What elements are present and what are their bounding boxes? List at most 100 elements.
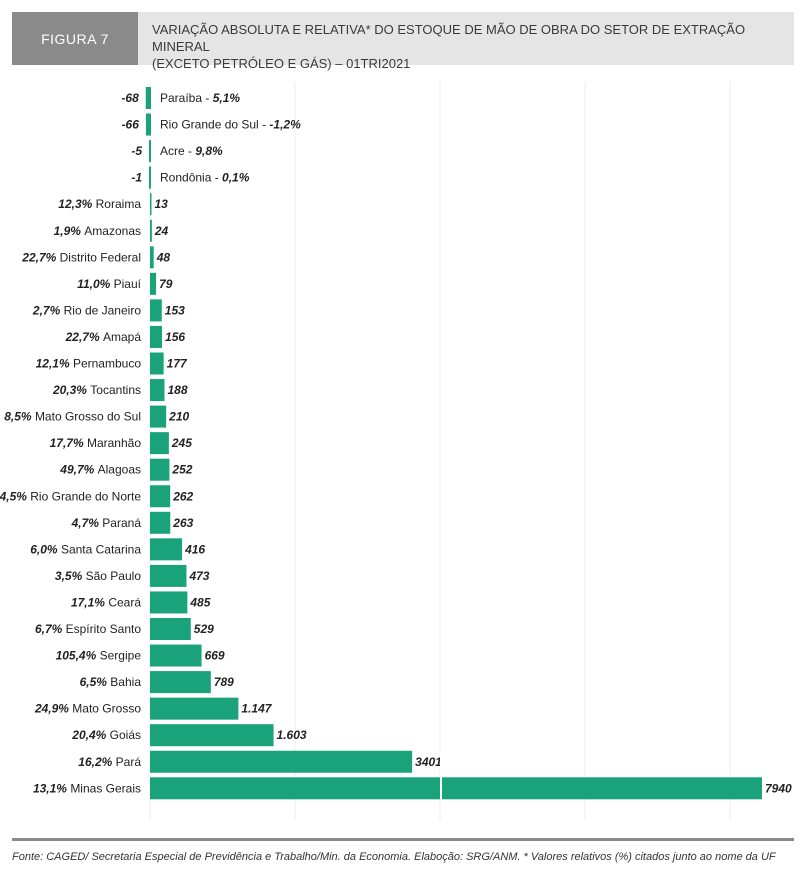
bar-row: 153 2,7% Rio de Janeiro (32, 299, 185, 322)
category-label: 24,9% Mato Grosso (34, 702, 141, 716)
bar (149, 140, 151, 163)
value-label: -1 (131, 171, 142, 185)
bar (150, 219, 152, 242)
bar-row: 416 6,0% Santa Catarina (30, 538, 205, 561)
category-label: 6,5% Bahia (80, 675, 142, 689)
value-label: 529 (194, 622, 214, 636)
state-name: Paraná (102, 516, 141, 530)
bar-row: 263 4,7% Paraná (71, 511, 194, 534)
pct-label: 22,7% (65, 330, 103, 344)
bar-row: 177 12,1% Pernambuco (36, 352, 188, 375)
bar-row: 789 6,5% Bahia (80, 671, 234, 694)
bar-row: -5 Acre - 9,8% (131, 140, 223, 163)
bar (150, 405, 167, 428)
pct-label: 0,1% (222, 171, 250, 185)
category-label: 105,4% Sergipe (56, 649, 142, 663)
category-label: 12,3% Roraima (58, 197, 141, 211)
category-label: Paraíba - 5,1% (160, 91, 240, 105)
category-label: 6,7% Espírito Santo (35, 622, 141, 636)
bar (150, 511, 171, 534)
pct-label: 20,3% (52, 383, 90, 397)
state-name: Ceará (108, 595, 141, 609)
state-name: Pernambuco (73, 357, 141, 371)
value-label: 177 (167, 357, 188, 371)
pct-label: 4,7% (71, 516, 103, 530)
value-label: 262 (172, 489, 193, 503)
bar-row: 24 1,9% Amazonas (54, 219, 169, 242)
category-label: 20,4% Goiás (71, 728, 141, 742)
category-label: 12,1% Pernambuco (36, 357, 142, 371)
bar (150, 777, 762, 800)
bar-row: 485 17,1% Ceará (71, 591, 211, 614)
pct-label: 24,9% (34, 702, 72, 716)
figure-title-line2: (EXCETO PETRÓLEO E GÁS) – 01TRI2021 (152, 56, 411, 71)
pct-label: 4,5% (0, 489, 30, 503)
value-label: -66 (122, 118, 140, 132)
category-label: 16,2% Pará (78, 755, 141, 769)
value-label: 7940 (765, 781, 792, 795)
category-label: Rondônia - 0,1% (160, 171, 250, 185)
figure-title: VARIAÇÃO ABSOLUTA E RELATIVA* DO ESTOQUE… (152, 21, 782, 72)
value-label: 252 (171, 463, 192, 477)
value-label: 485 (189, 595, 210, 609)
category-label: 22,7% Distrito Federal (21, 250, 141, 264)
pct-label: -1,2% (269, 118, 301, 132)
state-name: Minas Gerais (70, 781, 141, 795)
bar-row: 262 4,5% Rio Grande do Norte (0, 485, 194, 508)
category-label: 13,1% Minas Gerais (33, 781, 141, 795)
value-label: 669 (205, 649, 225, 663)
state-name: Piauí (114, 277, 142, 291)
value-label: 188 (167, 383, 187, 397)
state-name: Roraima (96, 197, 142, 211)
bar-row: 669 105,4% Sergipe (56, 644, 225, 667)
pct-label: 12,1% (36, 357, 73, 371)
state-name: Amazonas (84, 224, 141, 238)
bar (150, 299, 162, 322)
state-name: Rio Grande do Sul (160, 118, 259, 132)
pct-label: 17,7% (50, 436, 87, 450)
value-label: 3401 (415, 755, 442, 769)
state-name: Tocantins (90, 383, 141, 397)
value-label: -5 (131, 144, 142, 158)
state-name: Bahia (110, 675, 141, 689)
bar (150, 272, 157, 295)
pct-label: 20,4% (71, 728, 109, 742)
pct-label: 17,1% (71, 595, 108, 609)
bar (150, 538, 183, 561)
pct-label: 5,1% (213, 91, 241, 105)
state-name: Rio de Janeiro (64, 303, 142, 317)
bar-row: 252 49,7% Alagoas (59, 458, 193, 481)
value-label: 245 (171, 436, 192, 450)
separator: - (202, 91, 213, 105)
bar-row: 529 6,7% Espírito Santo (35, 618, 214, 640)
pct-label: 6,5% (80, 675, 111, 689)
bar (145, 113, 151, 136)
bar (150, 432, 169, 455)
bar (150, 379, 165, 402)
value-label: 473 (188, 569, 209, 583)
value-label: -68 (121, 91, 139, 105)
pct-label: 12,3% (58, 197, 95, 211)
pct-label: 9,8% (195, 144, 223, 158)
pct-label: 105,4% (56, 649, 100, 663)
pct-label: 3,5% (55, 569, 86, 583)
bar (150, 193, 152, 216)
state-name: Distrito Federal (60, 250, 141, 264)
bar-row: -1 Rondônia - 0,1% (131, 166, 250, 189)
state-name: Santa Catarina (61, 542, 141, 556)
value-label: 1.603 (277, 728, 307, 742)
bar (150, 644, 202, 667)
bar-row: 48 22,7% Distrito Federal (21, 246, 170, 269)
bar-row: 245 17,7% Maranhão (50, 432, 192, 455)
state-name: Mato Grosso (72, 702, 141, 716)
bar-row: 188 20,3% Tocantins (52, 379, 188, 402)
bar (150, 671, 211, 694)
value-label: 263 (172, 516, 193, 530)
bar-row: 1.603 20,4% Goiás (71, 724, 307, 747)
category-label: 8,5% Mato Grosso do Sul (4, 410, 141, 424)
bar-row: 473 3,5% São Paulo (55, 564, 210, 587)
bar (149, 166, 151, 189)
pct-label: 49,7% (59, 463, 97, 477)
value-label: 1.147 (241, 702, 272, 716)
value-label: 79 (159, 277, 173, 291)
